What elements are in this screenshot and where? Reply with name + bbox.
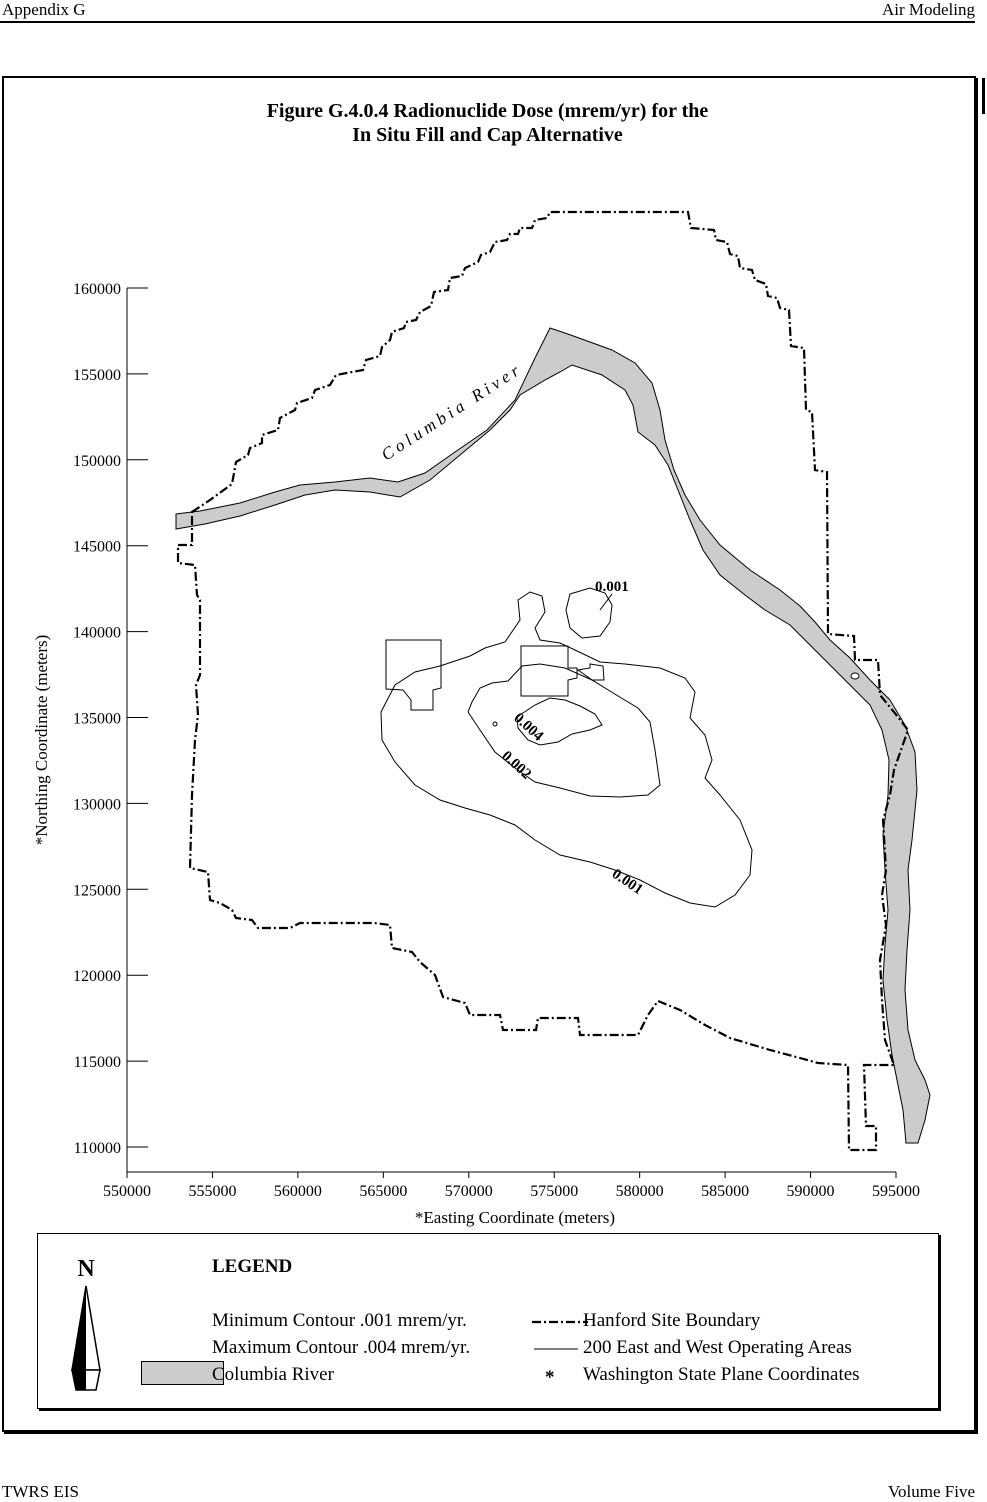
x-tick-label: 595000 xyxy=(872,1183,920,1200)
columbia-river xyxy=(175,327,931,1144)
y-tick-label: 150000 xyxy=(73,453,121,470)
hanford-site-boundary xyxy=(176,210,910,1152)
legend-title: LEGEND xyxy=(212,1256,293,1277)
figure-frame xyxy=(2,76,976,1432)
page-header-right: Air Modeling xyxy=(881,0,975,19)
legend-coordinates: Washington State Plane Coordinates xyxy=(583,1364,860,1385)
y-axis-label: *Northing Coordinate (meters) xyxy=(32,635,51,846)
change-bar xyxy=(982,78,985,114)
y-tick-label: 130000 xyxy=(73,796,121,813)
contour-0.004 xyxy=(516,697,603,746)
contour-0.002 xyxy=(467,663,661,798)
figure-title-line1: Figure G.4.0.4 Radionuclide Dose (mrem/y… xyxy=(266,100,709,122)
legend-boundary-swatch xyxy=(532,1320,588,1324)
y-tick-label: 110000 xyxy=(74,1140,121,1157)
operating-area-200-west xyxy=(385,639,442,711)
y-tick-label: 135000 xyxy=(73,711,121,728)
legend-operating-swatch xyxy=(534,1348,578,1350)
x-tick-label: 575000 xyxy=(530,1183,578,1200)
legend-boundary: Hanford Site Boundary xyxy=(583,1310,761,1331)
page-footer-right: Volume Five xyxy=(887,1482,975,1501)
legend-max-contour: Maximum Contour .004 mrem/yr. xyxy=(212,1337,471,1358)
north-label: N xyxy=(77,1256,95,1282)
page-footer-left: TWRS EIS xyxy=(2,1482,79,1501)
legend-river: Columbia River xyxy=(212,1364,334,1385)
north-arrow-icon: N xyxy=(71,1256,101,1391)
x-tick-label: 590000 xyxy=(787,1183,835,1200)
contour-label-0.001-main: 0.001 xyxy=(609,866,646,898)
x-tick-label: 565000 xyxy=(359,1183,407,1200)
contour-0.004-point xyxy=(492,721,498,727)
y-tick-label: 160000 xyxy=(73,281,121,298)
legend-min-contour: Minimum Contour .001 mrem/yr. xyxy=(212,1310,467,1331)
header-rule xyxy=(0,21,975,23)
x-tick-label: 585000 xyxy=(701,1183,749,1200)
legend-asterisk: * xyxy=(545,1367,555,1388)
y-tick-label: 140000 xyxy=(73,625,121,642)
x-axis-label: *Easting Coordinate (meters) xyxy=(415,1208,615,1227)
legend-operating-areas: 200 East and West Operating Areas xyxy=(583,1337,852,1358)
y-tick-label: 120000 xyxy=(73,968,121,985)
y-tick-label: 125000 xyxy=(73,882,121,899)
legend-river-swatch xyxy=(141,1361,224,1385)
x-tick-label: 550000 xyxy=(103,1183,151,1200)
figure-title-line2: In Situ Fill and Cap Alternative xyxy=(352,124,623,146)
y-tick-label: 145000 xyxy=(73,539,121,556)
y-tick-label: 155000 xyxy=(73,367,121,384)
page-header-left: Appendix G xyxy=(2,0,86,19)
legend-box: N LEGEND Minimum Contour .001 mrem/yr. M… xyxy=(37,1233,939,1409)
y-ticks: 160000 155000 150000 145000 140000 135000 1300… xyxy=(73,281,148,1157)
x-tick-label: 580000 xyxy=(616,1183,664,1200)
x-tick-label: 570000 xyxy=(445,1183,493,1200)
operating-area-200-east xyxy=(520,645,605,697)
x-ticks: 550000 555000 560000 565000 570000 575000 5800… xyxy=(103,1172,920,1200)
x-tick-label: 560000 xyxy=(274,1183,322,1200)
contour-leader-0.001 xyxy=(599,593,613,611)
contour-0.001 xyxy=(380,591,753,908)
river-island xyxy=(850,672,860,680)
contour-0.001-island xyxy=(565,587,613,639)
contour-label-0.001-island: 0.001 xyxy=(595,579,629,595)
y-tick-label: 115000 xyxy=(74,1054,121,1071)
x-tick-label: 555000 xyxy=(188,1183,236,1200)
